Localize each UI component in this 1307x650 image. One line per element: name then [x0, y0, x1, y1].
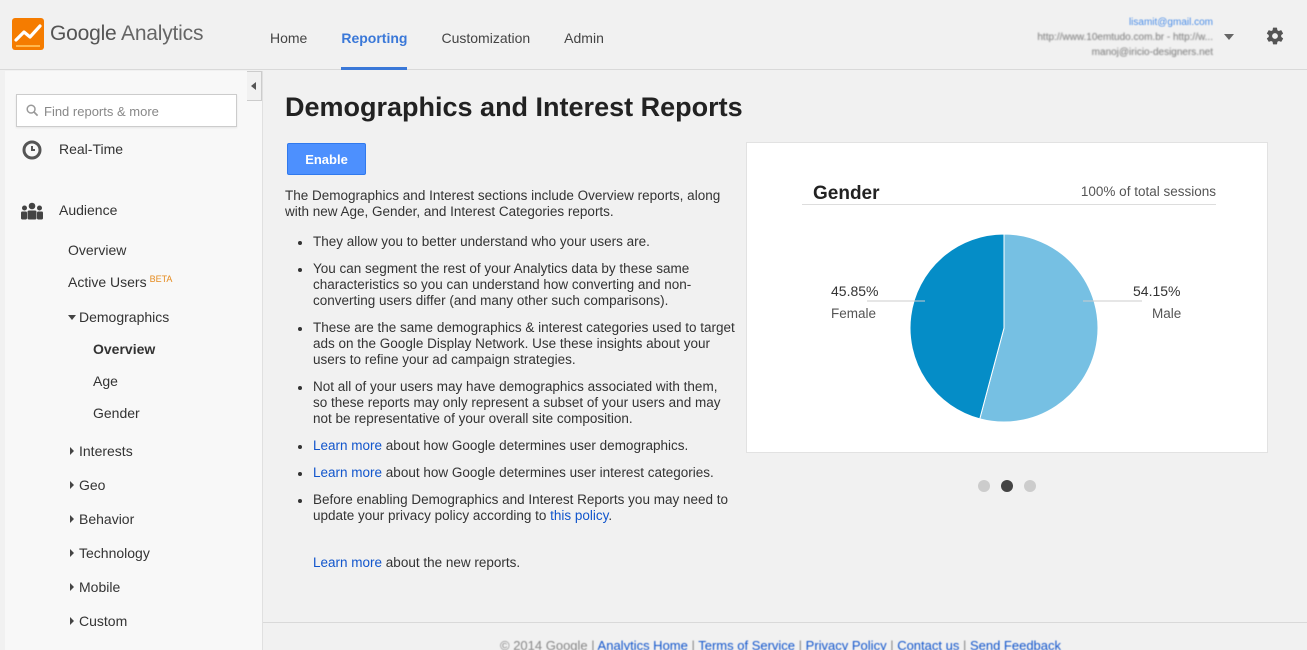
- collapsed-caret-icon: [70, 549, 74, 557]
- sidebar-item-demographics-overview[interactable]: Overview: [93, 341, 156, 357]
- list-item-text: Before enabling Demographics and Interes…: [313, 492, 728, 523]
- list-item: You can segment the rest of your Analyti…: [295, 261, 735, 309]
- chart-subtitle: 100% of total sessions: [1080, 184, 1216, 199]
- collapse-sidebar-button[interactable]: [247, 71, 262, 101]
- footer-link-contact[interactable]: Contact us: [897, 638, 960, 650]
- learn-more-demographics-link[interactable]: Learn more: [313, 438, 383, 453]
- sidebar-item-demographics[interactable]: Demographics: [68, 309, 169, 325]
- collapsed-caret-icon: [70, 447, 74, 455]
- male-slice[interactable]: [979, 233, 1099, 423]
- main-nav: Home Reporting Customization Admin: [270, 0, 638, 70]
- carousel-pager: [978, 480, 1047, 492]
- sidebar-item-mobile[interactable]: Mobile: [70, 579, 120, 595]
- female-slice[interactable]: [909, 233, 1005, 420]
- carousel-dot[interactable]: [978, 480, 990, 492]
- geo-label: Geo: [79, 477, 106, 493]
- list-item: Before enabling Demographics and Interes…: [295, 492, 735, 524]
- collapsed-caret-icon: [70, 583, 74, 591]
- page-footer: © 2014 Google | Analytics Home | Terms o…: [500, 638, 1061, 650]
- nav-customization[interactable]: Customization: [441, 30, 531, 46]
- account-view: manoj@iricio-designers.net: [1091, 47, 1213, 58]
- sidebar-item-behavior[interactable]: Behavior: [70, 511, 134, 527]
- technology-label: Technology: [79, 545, 150, 561]
- list-item-text: about how Google determines user interes…: [382, 465, 714, 480]
- collapsed-caret-icon: [70, 617, 74, 625]
- search-input[interactable]: [44, 101, 229, 121]
- page-title: Demographics and Interest Reports: [285, 92, 743, 122]
- account-dropdown-icon[interactable]: [1224, 34, 1234, 40]
- footer-divider: [263, 622, 1307, 623]
- sidebar-item-age[interactable]: Age: [93, 373, 118, 389]
- expanded-caret-icon: [68, 315, 76, 320]
- report-search: [16, 94, 237, 127]
- active-users-label: Active Users: [68, 274, 147, 290]
- list-item: Learn more about how Google determines u…: [295, 438, 735, 454]
- learn-more-reports: Learn more about the new reports.: [313, 555, 520, 570]
- sidebar-item-technology[interactable]: Technology: [70, 545, 150, 561]
- collapsed-caret-icon: [70, 481, 74, 489]
- collapsed-caret-icon: [70, 515, 74, 523]
- account-property: http://www.10emtudo.com.br - http://w...: [1037, 32, 1213, 43]
- nav-admin[interactable]: Admin: [564, 30, 604, 46]
- sidebar-item-realtime[interactable]: Real-Time: [59, 141, 124, 157]
- privacy-policy-link[interactable]: this policy: [550, 508, 609, 523]
- learn-more-interests-link[interactable]: Learn more: [313, 465, 383, 480]
- carousel-dot[interactable]: [1024, 480, 1036, 492]
- custom-label: Custom: [79, 613, 128, 629]
- list-item: Learn more about how Google determines u…: [295, 465, 735, 481]
- list-item-text: about how Google determines user demogra…: [382, 438, 689, 453]
- list-item-end: .: [608, 508, 613, 523]
- footer-link-privacy[interactable]: Privacy Policy: [805, 638, 887, 650]
- top-header: Google Analytics Home Reporting Customiz…: [0, 0, 1307, 70]
- mobile-label: Mobile: [79, 579, 121, 595]
- demographics-label: Demographics: [79, 309, 170, 325]
- realtime-clock-icon: [22, 140, 42, 160]
- sidebar-item-gender[interactable]: Gender: [93, 405, 140, 421]
- gender-pie-chart: [867, 233, 1142, 423]
- search-icon: [26, 104, 39, 117]
- list-item: These are the same demographics & intere…: [295, 320, 735, 368]
- google-analytics-logo[interactable]: Google Analytics: [12, 18, 203, 50]
- beta-badge: BETA: [149, 274, 173, 284]
- sidebar-item-interests[interactable]: Interests: [70, 443, 133, 459]
- left-sidebar: [5, 71, 263, 650]
- analytics-logo-icon: [12, 18, 44, 50]
- footer-link-feedback[interactable]: Send Feedback: [969, 638, 1062, 650]
- sidebar-item-overview[interactable]: Overview: [68, 242, 127, 258]
- enable-button[interactable]: Enable: [287, 143, 366, 175]
- chart-divider: [802, 204, 1216, 205]
- sidebar-item-active-users[interactable]: Active Users BETA: [68, 274, 172, 290]
- sidebar-item-custom[interactable]: Custom: [70, 613, 127, 629]
- logo-wordmark: Google Analytics: [50, 22, 204, 45]
- nav-home[interactable]: Home: [270, 30, 308, 46]
- chart-title: Gender: [813, 183, 880, 204]
- list-item: Not all of your users may have demograph…: [295, 379, 735, 427]
- gear-icon[interactable]: [1265, 26, 1285, 46]
- carousel-dot[interactable]: [1001, 480, 1013, 492]
- male-percent-label: 54.15%: [1133, 283, 1181, 299]
- footer-link-analytics-home[interactable]: Analytics Home: [597, 638, 688, 650]
- behavior-label: Behavior: [79, 511, 135, 527]
- sidebar-item-audience[interactable]: Audience: [59, 202, 118, 218]
- interests-label: Interests: [79, 443, 133, 459]
- account-email: lisamit@gmail.com: [1128, 17, 1213, 28]
- audience-people-icon: [21, 202, 43, 220]
- sidebar-item-geo[interactable]: Geo: [70, 477, 105, 493]
- female-percent-label: 45.85%: [831, 283, 879, 299]
- footer-link-terms[interactable]: Terms of Service: [698, 638, 796, 650]
- learn-more-reports-text: about the new reports.: [382, 555, 521, 570]
- copyright: © 2014 Google: [500, 638, 588, 650]
- feature-list: They allow you to better understand who …: [295, 234, 735, 535]
- gender-chart-card: Gender 100% of total sessions 45.85% Fem…: [746, 142, 1268, 453]
- list-item: They allow you to better understand who …: [295, 234, 735, 250]
- male-slice-label: Male: [1152, 306, 1182, 321]
- female-slice-label: Female: [831, 306, 877, 321]
- learn-more-reports-link[interactable]: Learn more: [313, 555, 383, 570]
- intro-paragraph: The Demographics and Interest sections i…: [285, 188, 721, 219]
- account-switcher[interactable]: lisamit@gmail.com http://www.10emtudo.co…: [1037, 15, 1213, 60]
- nav-reporting[interactable]: Reporting: [341, 0, 408, 70]
